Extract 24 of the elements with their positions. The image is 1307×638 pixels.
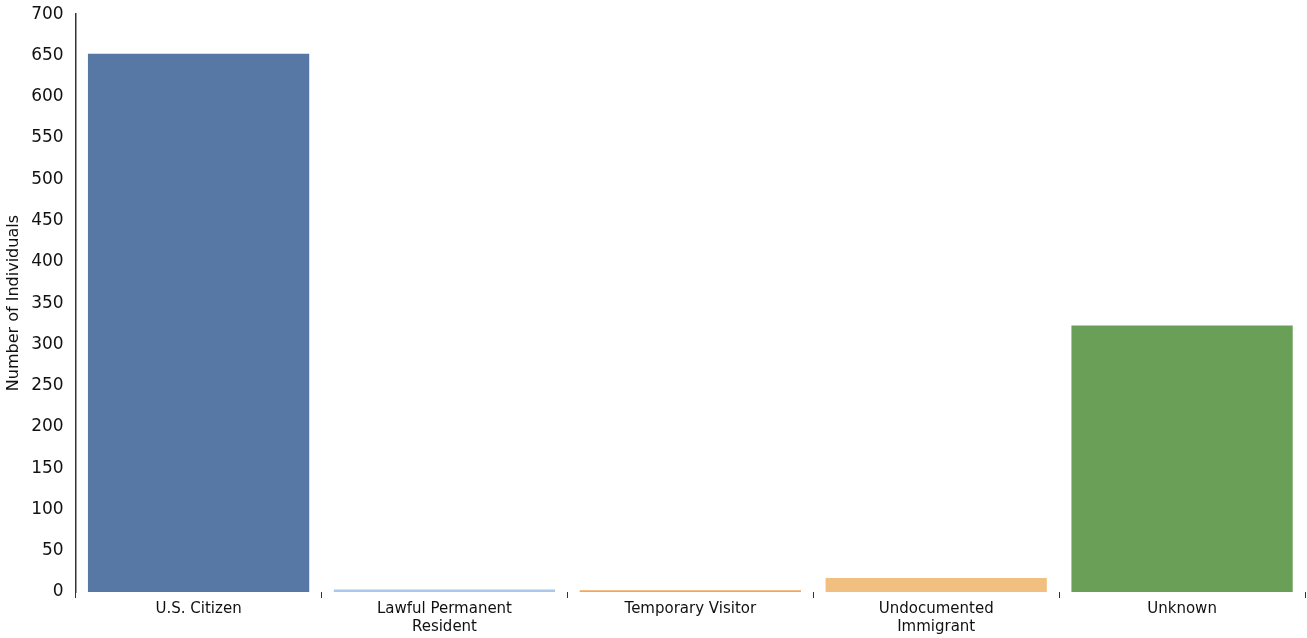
y-axis-title: Number of Individuals	[2, 215, 22, 392]
x-tick-label: Temporary Visitor	[623, 598, 757, 617]
y-tick-label: 250	[31, 374, 64, 395]
y-tick-label: 550	[31, 126, 64, 147]
y-tick-label: 450	[31, 208, 64, 229]
x-tick-label: Unknown	[1147, 598, 1217, 617]
x-tick-label: U.S. Citizen	[155, 598, 242, 617]
y-tick-label: 700	[31, 2, 64, 23]
y-tick-label: 500	[31, 167, 64, 188]
y-tick-label: 150	[31, 456, 64, 477]
y-tick-label: 300	[31, 332, 64, 353]
y-tick-label: 600	[31, 85, 64, 106]
bar	[87, 53, 310, 592]
x-tick-label: Lawful Permanent Resident	[376, 598, 513, 635]
y-tick-label: 400	[31, 250, 64, 271]
y-tick-label: 0	[52, 580, 64, 601]
bar	[1071, 325, 1293, 592]
bar	[825, 577, 1047, 592]
x-tick-label: Undocumented Immigrant	[878, 598, 994, 635]
y-tick-label: 350	[31, 291, 64, 312]
y-tick-label: 100	[31, 497, 64, 518]
y-tick-label: 200	[31, 415, 64, 436]
y-tick-label: 50	[42, 539, 64, 560]
y-tick-label: 650	[31, 43, 64, 64]
